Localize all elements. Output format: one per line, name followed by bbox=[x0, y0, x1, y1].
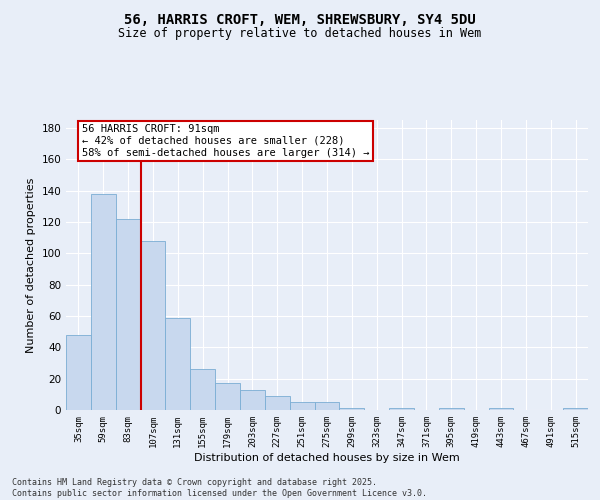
Bar bbox=[190, 369, 215, 410]
Bar bbox=[340, 408, 364, 410]
Bar bbox=[439, 408, 464, 410]
Bar bbox=[563, 408, 588, 410]
Bar bbox=[240, 390, 265, 410]
Bar bbox=[488, 408, 514, 410]
Bar bbox=[91, 194, 116, 410]
Bar bbox=[265, 396, 290, 410]
Bar bbox=[116, 219, 140, 410]
Bar bbox=[66, 335, 91, 410]
Bar bbox=[314, 402, 340, 410]
Bar bbox=[389, 408, 414, 410]
Bar bbox=[290, 402, 314, 410]
Bar bbox=[166, 318, 190, 410]
Text: Contains HM Land Registry data © Crown copyright and database right 2025.
Contai: Contains HM Land Registry data © Crown c… bbox=[12, 478, 427, 498]
Text: 56, HARRIS CROFT, WEM, SHREWSBURY, SY4 5DU: 56, HARRIS CROFT, WEM, SHREWSBURY, SY4 5… bbox=[124, 12, 476, 26]
Text: 56 HARRIS CROFT: 91sqm
← 42% of detached houses are smaller (228)
58% of semi-de: 56 HARRIS CROFT: 91sqm ← 42% of detached… bbox=[82, 124, 369, 158]
X-axis label: Distribution of detached houses by size in Wem: Distribution of detached houses by size … bbox=[194, 452, 460, 462]
Text: Size of property relative to detached houses in Wem: Size of property relative to detached ho… bbox=[118, 28, 482, 40]
Y-axis label: Number of detached properties: Number of detached properties bbox=[26, 178, 36, 352]
Bar bbox=[140, 240, 166, 410]
Bar bbox=[215, 384, 240, 410]
